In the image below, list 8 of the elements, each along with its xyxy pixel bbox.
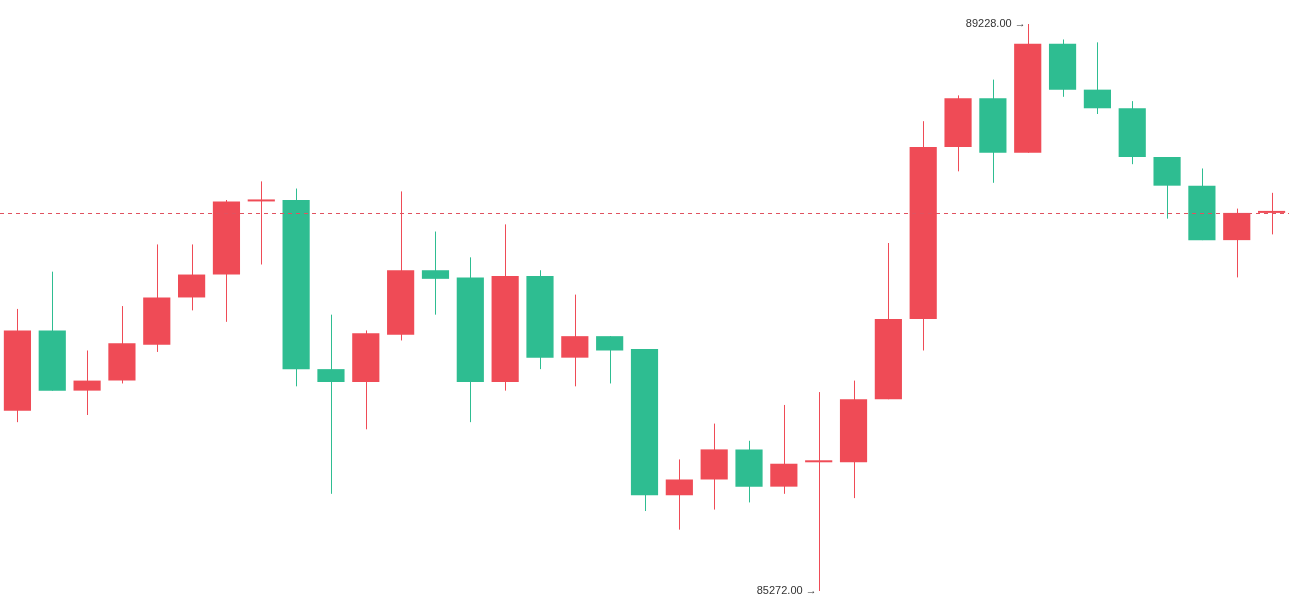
annotation: 89228.00 → <box>965 17 1026 30</box>
candlestick <box>247 180 275 265</box>
candlestick <box>317 314 345 495</box>
candlestick <box>421 231 450 316</box>
candlestick <box>73 350 101 416</box>
candlestick <box>805 391 833 592</box>
candlestick <box>1257 192 1286 235</box>
annotation: 85272.00 → <box>756 584 817 597</box>
